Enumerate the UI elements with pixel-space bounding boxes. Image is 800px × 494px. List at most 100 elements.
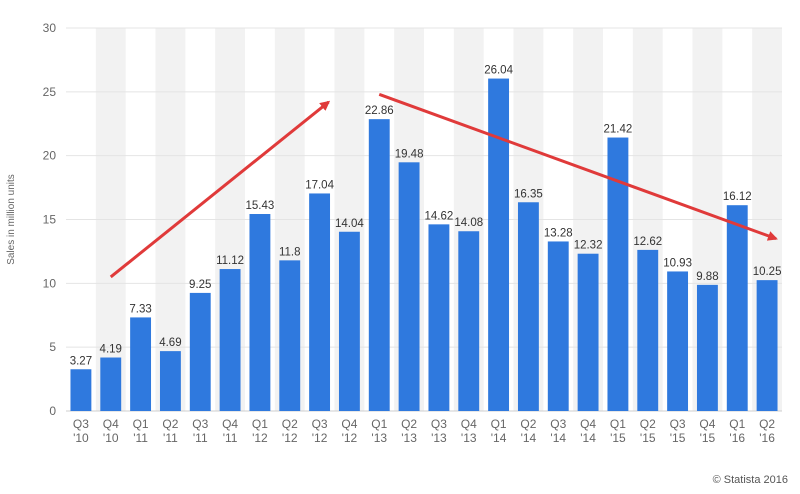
x-tick-year-label: '13 [461,431,477,445]
bar [100,357,122,411]
bar [219,269,241,411]
x-tick-year-label: '14 [521,431,537,445]
data-label: 10.93 [663,257,692,269]
bar [696,284,718,411]
x-tick-label: Q1 [491,417,507,431]
data-label: 14.62 [425,210,454,222]
data-label: 14.08 [454,217,483,229]
data-label: 4.69 [159,337,181,349]
statista-credit: © Statista 2016 [712,474,788,486]
bar [488,78,510,411]
data-label: 11.8 [279,246,301,258]
data-label: 21.42 [604,124,633,136]
y-tick-label: 5 [49,340,56,354]
bar [159,351,181,411]
bar [130,317,152,411]
x-tick-label: Q4 [222,417,238,431]
x-tick-label: Q1 [610,417,626,431]
bar [338,231,360,411]
x-tick-label: Q4 [103,417,119,431]
x-tick-year-label: '15 [700,431,716,445]
y-tick-label: 25 [43,85,57,99]
x-tick-year-label: '11 [193,431,208,445]
x-tick-label: Q3 [550,417,566,431]
data-label: 12.32 [574,240,603,252]
x-tick-year-label: '16 [729,431,745,445]
x-tick-label: Q4 [461,417,477,431]
data-label: 4.19 [100,344,122,356]
x-tick-label: Q2 [759,417,775,431]
data-label: 12.62 [633,236,662,248]
x-tick-label: Q2 [162,417,178,431]
x-tick-year-label: '13 [371,431,387,445]
bar [756,280,778,411]
x-tick-label: Q3 [73,417,89,431]
x-tick-year-label: '10 [103,431,119,445]
bar [428,224,450,411]
data-label: 16.35 [514,188,543,200]
x-tick-label: Q3 [431,417,447,431]
x-tick-year-label: '14 [550,431,566,445]
x-tick-label: Q4 [699,417,715,431]
data-label: 15.43 [246,200,275,212]
data-label: 19.48 [395,148,424,160]
gridlines [66,27,782,412]
data-label: 7.33 [129,303,151,315]
x-axis-ticks: Q3'10Q4'10Q1'11Q2'11Q3'11Q4'11Q1'12Q2'12… [73,417,776,445]
x-tick-year-label: '15 [610,431,626,445]
bar [458,231,480,411]
bar [70,369,92,411]
bar [547,241,569,411]
bar [368,119,390,412]
x-tick-label: Q2 [520,417,536,431]
data-label: 3.27 [70,355,92,367]
x-tick-year-label: '14 [491,431,507,445]
data-label: 9.25 [189,279,211,291]
x-tick-year-label: '12 [342,431,358,445]
bar [398,162,420,411]
x-tick-label: Q3 [312,417,328,431]
y-tick-label: 0 [49,404,56,418]
trend-arrow [378,92,778,241]
bar [726,205,748,411]
data-label: 9.88 [696,271,718,283]
data-label: 26.04 [484,65,513,77]
x-tick-label: Q1 [729,417,745,431]
x-tick-year-label: '14 [580,431,596,445]
data-label: 16.12 [723,191,752,203]
x-tick-label: Q1 [133,417,149,431]
x-tick-label: Q4 [580,417,596,431]
bar [577,253,599,411]
x-tick-year-label: '11 [163,431,178,445]
x-tick-year-label: '13 [401,431,417,445]
x-tick-year-label: '16 [759,431,775,445]
data-label: 13.28 [544,227,573,239]
bar [517,202,539,411]
bar [607,137,629,411]
data-label: 14.04 [335,218,364,230]
x-tick-label: Q1 [252,417,268,431]
x-tick-label: Q2 [282,417,298,431]
x-tick-year-label: '15 [640,431,656,445]
x-tick-label: Q3 [670,417,686,431]
x-tick-year-label: '12 [312,431,328,445]
bar [309,193,331,411]
data-label: 22.86 [365,105,394,117]
trend-arrow [109,100,331,279]
bar [637,249,659,411]
y-tick-label: 20 [43,149,57,163]
x-tick-label: Q2 [401,417,417,431]
x-tick-label: Q1 [371,417,387,431]
x-tick-year-label: '10 [73,431,89,445]
y-axis-title: Sales in million units [6,174,17,265]
x-tick-year-label: '13 [431,431,447,445]
x-tick-year-label: '12 [252,431,268,445]
x-tick-label: Q4 [341,417,357,431]
y-axis-ticks: 0 5 10 15 20 25 30 [43,21,57,418]
x-tick-label: Q2 [640,417,656,431]
y-tick-label: 15 [43,213,57,227]
x-tick-label: Q3 [192,417,208,431]
data-label: 11.12 [216,255,244,267]
data-labels: 3.27 4.19 7.33 4.69 9.25 11.12 15.43 11.8 17.04 1… [70,65,782,368]
